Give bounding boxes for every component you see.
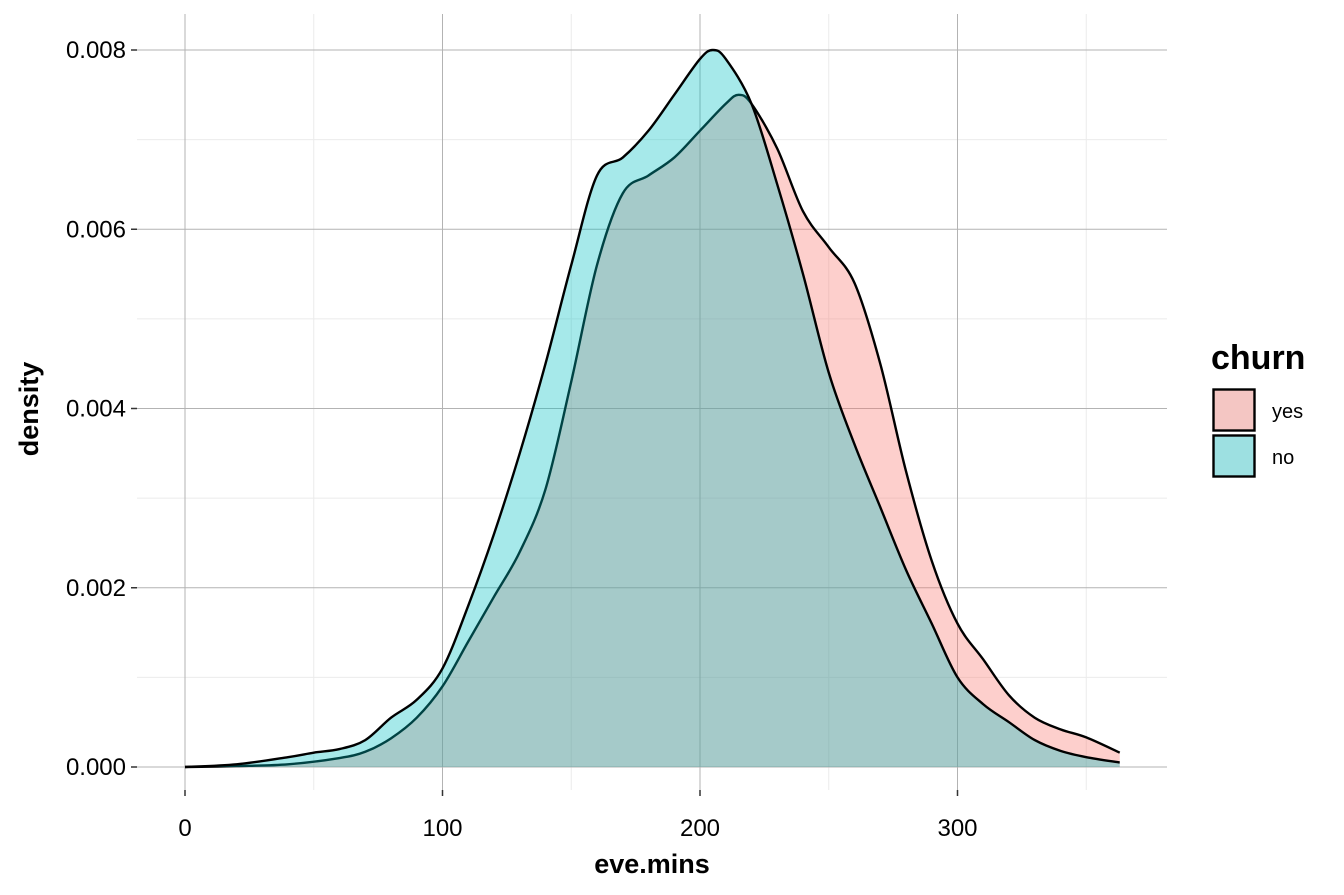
major-grid bbox=[137, 14, 1167, 790]
density-line-yes bbox=[184, 93, 1121, 769]
y-axis-title: density bbox=[14, 362, 44, 457]
minor-grid bbox=[137, 14, 1167, 790]
legend-label-yes: yes bbox=[1272, 401, 1303, 423]
x-axis: 0 100 200 300 bbox=[178, 790, 978, 842]
density-area-yes bbox=[185, 94, 1120, 767]
x-tick-label: 200 bbox=[680, 815, 720, 842]
x-axis-title: eve.mins bbox=[594, 849, 710, 879]
legend-key-background bbox=[1213, 435, 1255, 477]
y-tick-label: 0.006 bbox=[66, 216, 126, 243]
density-area-no bbox=[185, 50, 1120, 767]
legend: churn yes no bbox=[1211, 339, 1305, 478]
x-tick-label: 0 bbox=[178, 815, 191, 842]
x-tick-label: 300 bbox=[937, 815, 977, 842]
legend-key-yes bbox=[1212, 388, 1256, 432]
y-tick-label: 0.000 bbox=[66, 754, 126, 781]
legend-title: churn bbox=[1211, 339, 1305, 377]
legend-label-no: no bbox=[1272, 447, 1294, 469]
density-line-no bbox=[184, 48, 1120, 769]
legend-key-background bbox=[1213, 389, 1255, 431]
y-tick-label: 0.004 bbox=[66, 396, 126, 423]
x-tick-label: 100 bbox=[422, 815, 462, 842]
y-tick-label: 0.008 bbox=[66, 37, 126, 64]
y-axis: 0.000 0.002 0.004 0.006 0.008 bbox=[66, 37, 137, 781]
density-areas bbox=[184, 48, 1121, 769]
y-tick-label: 0.002 bbox=[66, 575, 126, 602]
legend-key-no bbox=[1212, 434, 1256, 478]
